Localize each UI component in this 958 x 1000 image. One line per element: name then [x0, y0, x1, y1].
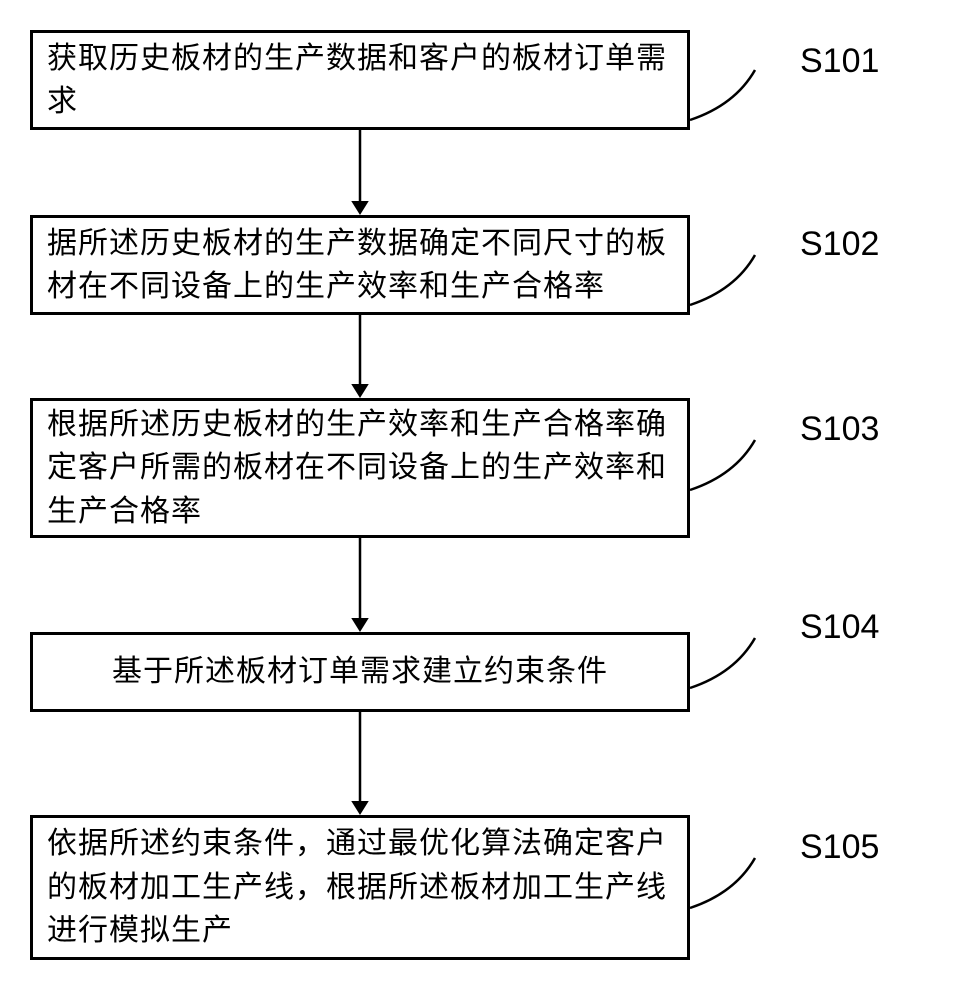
flowchart-container: 获取历史板材的生产数据和客户的板材订单需求S101据所述历史板材的生产数据确定不…	[0, 0, 958, 1000]
arrow-n4-n5	[0, 0, 958, 1000]
